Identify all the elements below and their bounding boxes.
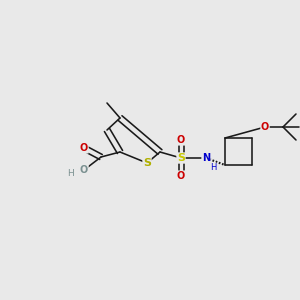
Text: H: H bbox=[67, 169, 73, 178]
Text: O: O bbox=[80, 143, 88, 153]
Text: O: O bbox=[177, 135, 185, 145]
Text: H: H bbox=[210, 163, 216, 172]
Text: N: N bbox=[202, 153, 210, 163]
Text: S: S bbox=[143, 158, 151, 168]
Text: S: S bbox=[177, 153, 185, 163]
Text: O: O bbox=[261, 122, 269, 132]
Text: O: O bbox=[177, 171, 185, 181]
Text: O: O bbox=[80, 165, 88, 175]
